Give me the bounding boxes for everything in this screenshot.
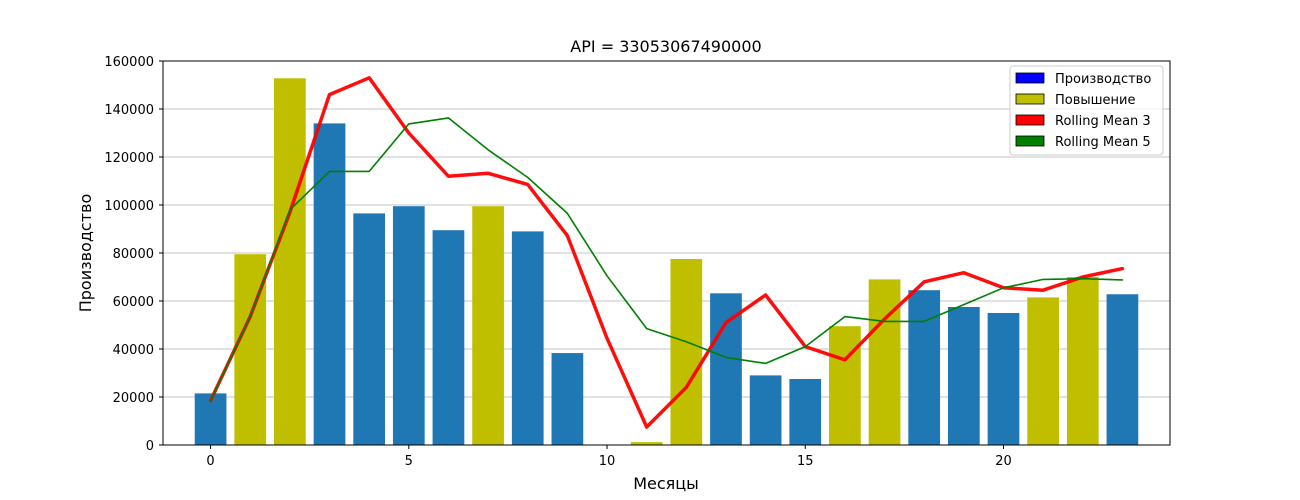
bar <box>1066 277 1099 445</box>
legend-swatch <box>1015 135 1045 147</box>
y-axis-title: Производство <box>76 194 95 313</box>
y-tick-label: 100000 <box>104 199 154 214</box>
bar <box>1106 294 1139 445</box>
bar <box>432 230 465 445</box>
bar <box>670 259 703 445</box>
bar <box>313 123 346 446</box>
legend-label: Повышение <box>1055 93 1136 108</box>
y-tick-label: 60000 <box>113 295 154 310</box>
legend-label: Rolling Mean 3 <box>1055 114 1151 129</box>
y-tick-label: 0 <box>146 439 154 454</box>
line-series-rolling-mean-3 <box>208 76 1125 429</box>
bar <box>987 313 1020 445</box>
bar <box>274 78 306 445</box>
y-tick-label: 160000 <box>104 55 154 70</box>
bar <box>630 442 663 445</box>
legend-swatch <box>1015 72 1045 84</box>
chart-title: API = 33053067490000 <box>570 37 761 56</box>
x-tick-label: 20 <box>995 454 1012 469</box>
bar <box>472 206 504 445</box>
y-tick-label: 80000 <box>113 247 154 262</box>
legend-swatch <box>1015 93 1045 105</box>
line-series <box>208 76 1125 429</box>
legend-label: Производство <box>1055 72 1151 87</box>
y-tick-label: 120000 <box>104 151 154 166</box>
y-axis-ticks: 0 20000 40000 60000 80000 100000 120000 140000 1… <box>104 55 163 454</box>
bar <box>947 307 980 445</box>
legend-frame <box>1009 65 1164 156</box>
legend: Производство Повышение Rolling Mean 3 Rolli… <box>1009 65 1164 156</box>
x-tick-label: 10 <box>599 454 616 469</box>
bar <box>789 379 822 445</box>
bar <box>392 206 425 445</box>
x-tick-label: 15 <box>797 454 814 469</box>
y-tick-label: 40000 <box>113 343 154 358</box>
x-axis-ticks: 0 5 10 15 20 <box>206 445 1012 469</box>
legend-label: Rolling Mean 5 <box>1055 135 1151 150</box>
y-tick-label: 140000 <box>104 103 154 118</box>
legend-swatch <box>1015 114 1045 126</box>
x-axis-title: Месяцы <box>633 474 699 493</box>
bar <box>1027 297 1059 445</box>
bar <box>551 353 584 445</box>
x-tick-label: 0 <box>206 454 214 469</box>
bar <box>710 293 742 445</box>
bar <box>749 375 782 445</box>
line-series-rolling-mean-5 <box>209 117 1124 402</box>
bar-series <box>194 78 1139 446</box>
bar <box>829 326 861 445</box>
bar <box>908 290 941 445</box>
y-tick-label: 20000 <box>113 391 154 406</box>
bar <box>353 213 386 445</box>
x-tick-label: 5 <box>405 454 413 469</box>
bar <box>868 279 901 445</box>
bar <box>511 231 544 445</box>
